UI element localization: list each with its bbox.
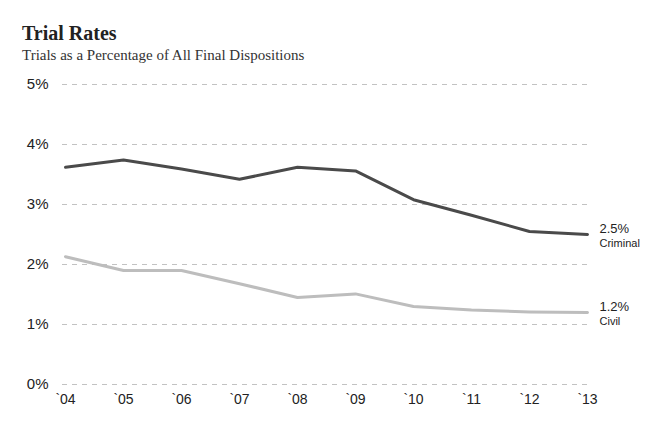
svg-text:4%: 4% [27,135,49,152]
svg-text:`11: `11 [462,391,481,407]
svg-text:`08: `08 [287,391,307,407]
svg-text:3%: 3% [27,195,49,212]
svg-text:`05: `05 [113,391,133,407]
svg-text:1.2%: 1.2% [600,299,630,314]
svg-text:2%: 2% [27,255,49,272]
svg-text:`10: `10 [403,391,423,407]
svg-text:`04: `04 [55,391,75,407]
svg-text:1%: 1% [27,315,49,332]
svg-text:Civil: Civil [600,315,621,327]
svg-text:`09: `09 [345,391,365,407]
svg-text:`13: `13 [577,391,597,407]
svg-text:Criminal: Criminal [600,237,640,249]
svg-text:5%: 5% [27,75,49,92]
svg-text:`12: `12 [519,391,539,407]
svg-text:0%: 0% [27,375,49,392]
svg-text:2.5%: 2.5% [600,221,630,236]
svg-text:`06: `06 [171,391,191,407]
html-text:Trial Rates: Trial Rates [22,22,117,44]
svg-text:`07: `07 [229,391,249,407]
html-text:Trials as a Percentage of All: Trials as a Percentage of All Final Disp… [22,47,305,63]
